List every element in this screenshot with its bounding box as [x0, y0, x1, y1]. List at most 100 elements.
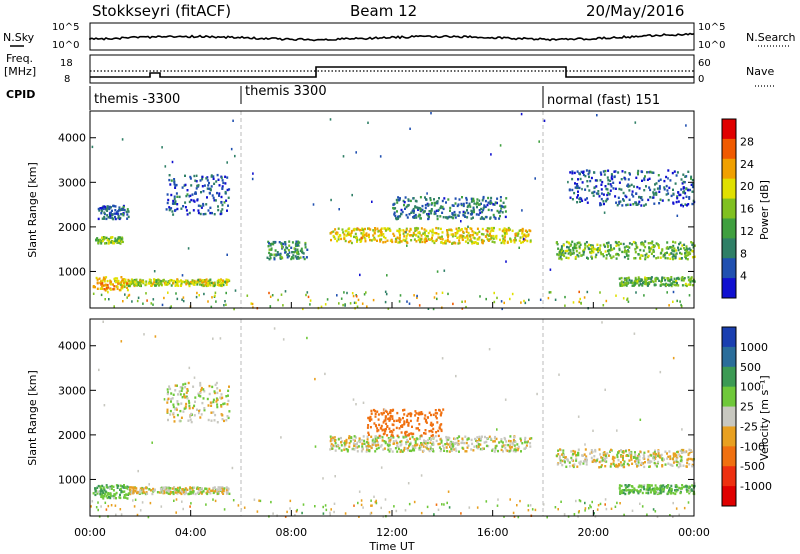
scatter-cell — [691, 243, 694, 246]
scatter-cell — [273, 258, 276, 261]
scatter-cell — [386, 274, 388, 277]
scatter-cell — [171, 397, 174, 400]
scatter-cell — [691, 280, 694, 283]
scatter-cell — [360, 503, 363, 507]
scatter-cell — [674, 485, 677, 488]
scatter-cell — [628, 490, 631, 494]
scatter-cell — [175, 183, 178, 187]
scatter-cell — [118, 241, 121, 244]
scatter-cell — [558, 251, 561, 254]
scatter-cell — [425, 238, 428, 241]
scatter-cell — [210, 419, 213, 422]
scatter-cell — [168, 174, 171, 177]
scatter-cell — [445, 446, 448, 449]
scatter-cell — [172, 491, 174, 494]
scatter-cell — [475, 203, 478, 206]
scatter-cell — [627, 463, 630, 467]
scatter-cell — [641, 462, 643, 465]
scatter-cell — [685, 257, 687, 260]
scatter-cell — [203, 284, 206, 287]
scatter-cell — [479, 217, 482, 220]
scatter-cell — [225, 199, 228, 202]
scatter-cell — [685, 250, 688, 253]
scatter-cell — [681, 284, 684, 287]
scatter-cell — [389, 229, 392, 232]
scatter-cell — [676, 485, 679, 488]
scatter-cell — [417, 208, 419, 211]
scatter-cell — [223, 508, 226, 511]
scatter-cell — [430, 434, 433, 438]
scatter-cell — [384, 236, 387, 240]
scatter-cell — [104, 205, 107, 209]
scatter-cell — [524, 441, 526, 444]
scatter-cell — [212, 486, 215, 490]
scatter-cell — [329, 232, 332, 235]
scatter-cell — [661, 249, 664, 252]
scatter-cell — [679, 300, 681, 303]
scatter-cell — [218, 194, 220, 197]
scatter-cell — [178, 280, 181, 283]
scatter-cell — [504, 443, 507, 447]
scatter-cell — [393, 419, 396, 423]
scatter-cell — [395, 439, 398, 443]
scatter-cell — [305, 256, 308, 259]
scatter-cell — [451, 441, 454, 444]
scatter-cell — [591, 249, 593, 253]
scatter-cell — [510, 446, 513, 449]
scatter-cell — [151, 441, 153, 444]
scatter-cell — [676, 450, 679, 454]
scatter-cell — [490, 226, 493, 230]
scatter-cell — [627, 454, 630, 457]
scatter-cell — [509, 498, 511, 501]
scatter-cell — [162, 486, 165, 489]
scatter-cell — [672, 452, 675, 455]
scatter-cell — [482, 208, 485, 212]
scatter-cell — [398, 237, 401, 240]
scatter-cell — [396, 411, 399, 415]
scatter-cell — [604, 169, 607, 173]
scatter-cell — [441, 357, 444, 360]
scatter-cell — [669, 457, 672, 461]
scatter-cell — [145, 280, 148, 283]
scatter-cell — [456, 231, 459, 235]
scatter-cell — [185, 395, 188, 399]
ytick-label: 1000 — [58, 265, 86, 278]
scatter-cell — [667, 177, 669, 180]
scatter-cell — [624, 450, 627, 453]
scatter-cell — [489, 200, 492, 204]
scatter-cell — [370, 499, 372, 502]
scatter-cell — [625, 195, 628, 199]
scatter-cell — [174, 208, 177, 212]
scatter-cell — [415, 240, 418, 243]
scatter-cell — [167, 280, 170, 283]
scatter-cell — [150, 489, 152, 492]
scatter-cell — [516, 443, 519, 446]
scatter-cell — [591, 245, 594, 249]
scatter-cell — [571, 177, 574, 181]
scatter-cell — [201, 283, 204, 287]
scatter-cell — [202, 190, 205, 193]
scatter-cell — [567, 256, 570, 260]
scatter-cell — [423, 210, 426, 213]
scatter-cell — [433, 296, 436, 299]
scatter-cell — [600, 460, 603, 463]
scatter-cell — [384, 240, 387, 244]
scatter-cell — [485, 444, 488, 448]
scatter-cell — [129, 489, 132, 492]
scatter-cell — [422, 449, 425, 453]
scatter-cell — [124, 278, 127, 281]
scatter-cell — [375, 447, 378, 451]
scatter-cell — [515, 449, 517, 452]
scatter-cell — [408, 502, 411, 506]
scatter-cell — [408, 230, 411, 233]
scatter-cell — [417, 235, 420, 238]
scatter-cell — [654, 464, 657, 467]
scatter-cell — [407, 447, 409, 450]
nsky-label: N.Sky — [3, 31, 35, 44]
scatter-cell — [366, 448, 368, 451]
scatter-cell — [575, 459, 578, 462]
scatter-cell — [574, 186, 577, 189]
scatter-cell — [507, 226, 510, 230]
scatter-cell — [215, 397, 218, 400]
scatter-cell — [120, 276, 123, 279]
